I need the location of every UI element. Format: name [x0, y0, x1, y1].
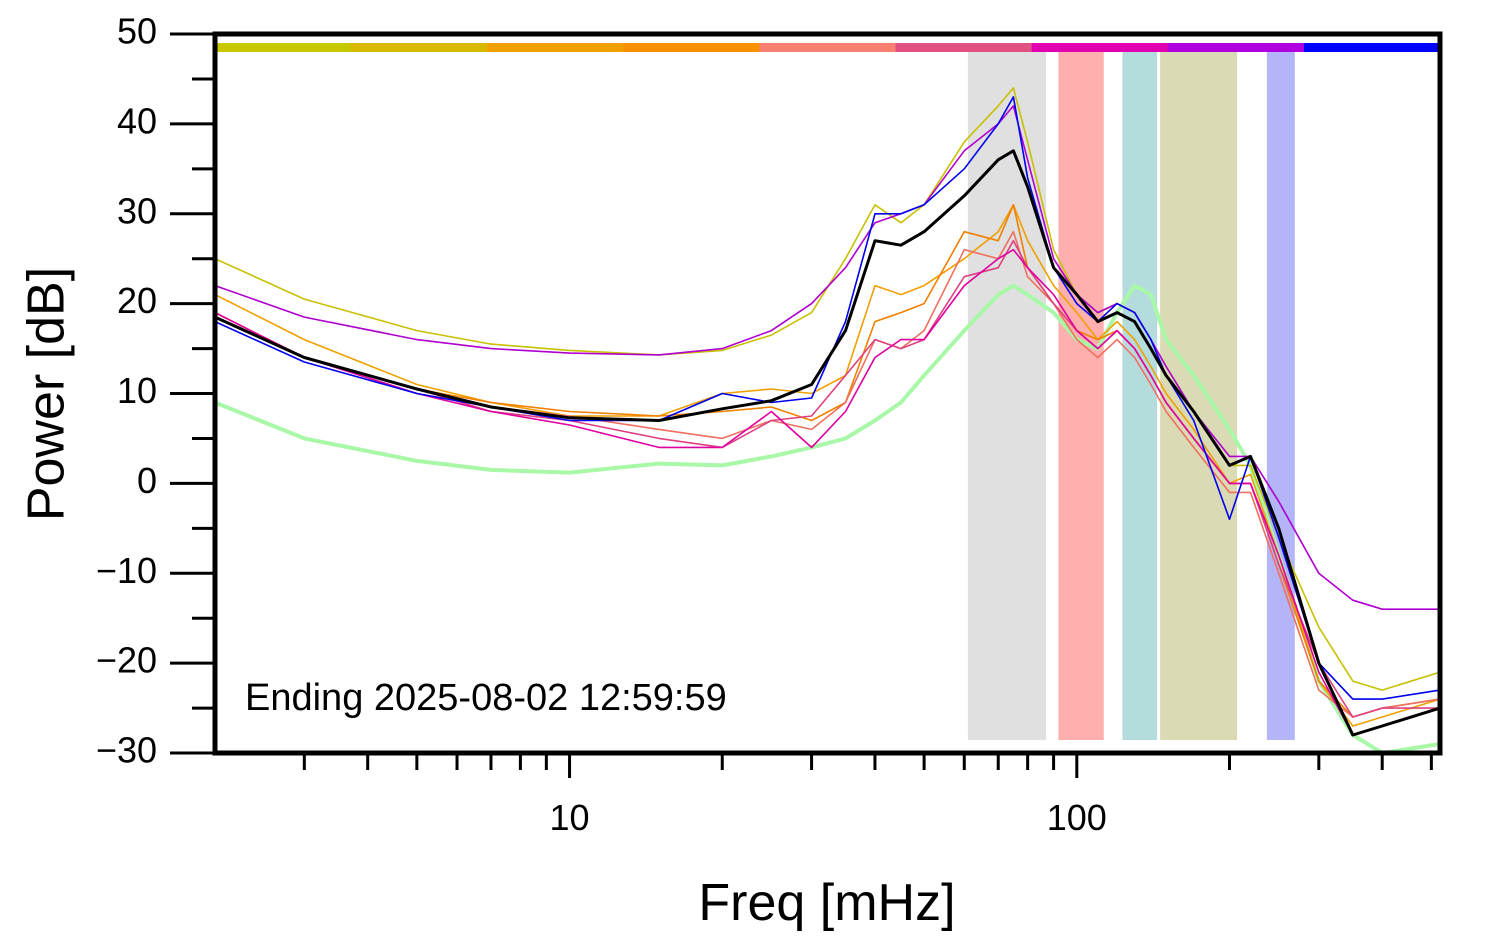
- y-tick-label: −30: [96, 730, 157, 771]
- color-bar-segment: [215, 43, 352, 52]
- band: [1266, 52, 1295, 740]
- x-axis-label: Freq [mHz]: [698, 874, 955, 932]
- band: [1160, 52, 1238, 740]
- band: [1122, 52, 1158, 740]
- series-line: [215, 204, 1440, 727]
- color-bar-segment: [1167, 43, 1305, 52]
- color-bar-segment: [1303, 43, 1441, 52]
- annotation: Ending 2025-08-02 12:59:59: [245, 677, 727, 719]
- color-bar-segment: [623, 43, 760, 52]
- series-line: [215, 248, 1440, 736]
- y-tick-label: 30: [117, 190, 157, 231]
- color-bar-segment: [487, 43, 624, 52]
- plot-lines: [215, 87, 1440, 753]
- band: [1058, 52, 1104, 740]
- color-bar-segment: [1031, 43, 1169, 52]
- y-tick-label: −20: [96, 640, 157, 681]
- y-axis-label: Power [dB]: [18, 267, 76, 521]
- y-tick-label: 20: [117, 280, 157, 321]
- y-tick-label: 50: [117, 11, 157, 52]
- x-tick-label: 100: [1047, 797, 1107, 838]
- series-line: [215, 204, 1440, 718]
- y-tick-label: −10: [96, 550, 157, 591]
- x-tick-label: 10: [550, 797, 590, 838]
- y-tick-label: 0: [137, 460, 157, 501]
- color-bar-segment: [759, 43, 897, 52]
- y-tick-label: 40: [117, 100, 157, 141]
- series-line: [215, 149, 1440, 737]
- plot-frame: [212, 31, 1443, 756]
- color-bar-segment: [351, 43, 488, 52]
- y-tick-label: 10: [117, 370, 157, 411]
- series-line: [215, 96, 1440, 700]
- color-bar-segment: [895, 43, 1033, 52]
